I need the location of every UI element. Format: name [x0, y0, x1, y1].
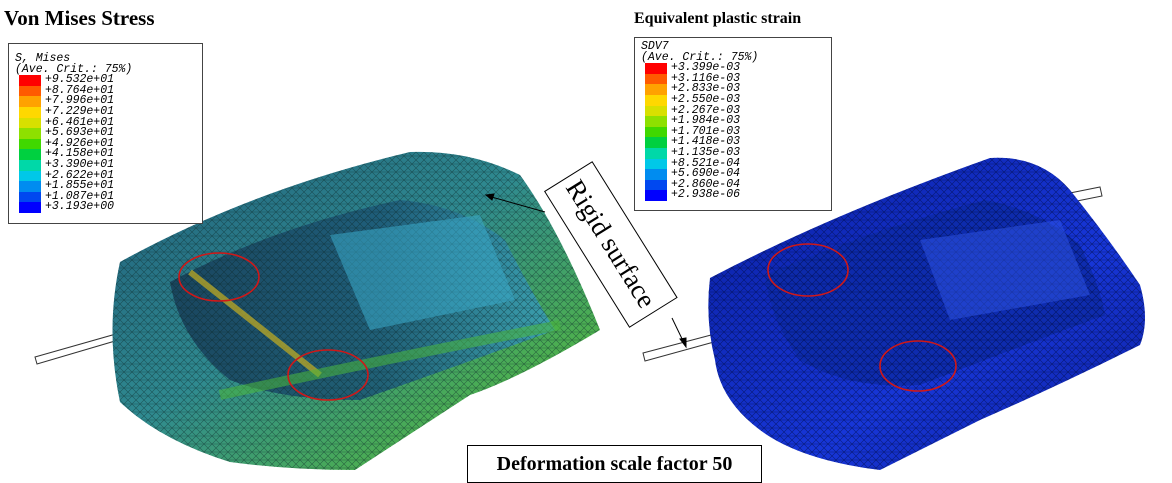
legend-swatch: [645, 137, 667, 148]
legend-rows: +9.532e+01 +8.764e+01 +7.996e+01 +7.229e+01…: [9, 73, 202, 214]
callout-box: [544, 161, 678, 328]
legend-entry: +5.693e+01: [9, 126, 202, 140]
legend-swatch: [645, 126, 667, 138]
legend-swatch: [645, 158, 667, 170]
legend-value: +1.701e-03: [671, 124, 741, 138]
legend-swatch: [19, 117, 41, 129]
legend-swatch: [645, 190, 667, 201]
legend-value: +6.461e+01: [45, 115, 115, 129]
legend-entry: +3.116e-03: [635, 71, 831, 85]
legend-value: +2.267e-03: [671, 103, 741, 117]
deformation-scale-label: Deformation scale factor 50: [467, 445, 762, 483]
legend-entry: +2.550e-03: [635, 92, 831, 106]
legend-value: +1.418e-03: [671, 135, 741, 149]
legend-entry: +1.855e+01: [9, 179, 202, 193]
legend-rows: +3.399e-03 +3.116e-03 +2.833e-03 +2.550e-03…: [635, 61, 831, 202]
legend-swatch: [645, 179, 667, 191]
legend-swatch: [645, 84, 667, 95]
legend-entry: +9.532e+01: [9, 73, 202, 87]
legend-value: +1.855e+01: [45, 179, 115, 193]
highlight-circle: [879, 340, 957, 392]
legend-entry: +5.690e-04: [635, 167, 831, 181]
legend-swatch: [645, 169, 667, 180]
legend-value: +2.938e-06: [671, 188, 741, 202]
legend-swatch: [645, 116, 667, 127]
legend-entry: +1.135e-03: [635, 145, 831, 159]
legend-value: +1.087e+01: [45, 189, 115, 203]
legend-value: +4.158e+01: [45, 147, 115, 161]
highlight-circle: [178, 252, 260, 302]
legend-entry: +3.390e+01: [9, 157, 202, 171]
legend-entry: +7.229e+01: [9, 104, 202, 118]
legend-left: S, Mises (Ave. Crit.: 75%) +9.532e+01 +8.…: [8, 43, 203, 224]
legend-entry: +8.521e-04: [635, 156, 831, 170]
legend-entry: +2.938e-06: [635, 188, 831, 202]
legend-swatch: [645, 94, 667, 106]
legend-value: +3.116e-03: [671, 71, 741, 85]
legend-value: +2.833e-03: [671, 82, 741, 96]
legend-swatch: [645, 73, 667, 85]
legend-swatch: [645, 63, 667, 74]
legend-swatch: [19, 159, 41, 171]
legend-swatch: [19, 85, 41, 97]
legend-entry: +3.193e+00: [9, 200, 202, 214]
legend-swatch: [645, 105, 667, 117]
legend-entry: +7.996e+01: [9, 94, 202, 108]
strain-model-right: [708, 157, 1145, 470]
legend-value: +7.229e+01: [45, 104, 115, 118]
legend-value: +3.390e+01: [45, 157, 115, 171]
legend-entry: +2.622e+01: [9, 168, 202, 182]
legend-swatch: [19, 106, 41, 118]
stress-model-left: [112, 151, 600, 470]
legend-swatch: [19, 191, 41, 203]
legend-entry: +1.984e-03: [635, 114, 831, 128]
legend-entry: +1.701e-03: [635, 124, 831, 138]
legend-swatch: [19, 128, 41, 139]
right-title: Equivalent plastic strain: [634, 10, 802, 27]
legend-entry: +3.399e-03: [635, 61, 831, 75]
left-title: Von Mises Stress: [4, 6, 155, 30]
legend-value: +4.926e+01: [45, 136, 115, 150]
legend-entry: +8.764e+01: [9, 83, 202, 97]
legend-value: +9.532e+01: [45, 73, 115, 87]
legend-value: +1.135e-03: [671, 145, 741, 159]
legend-variable: SDV7: [641, 40, 669, 53]
legend-swatch: [19, 138, 41, 150]
legend-swatch: [19, 149, 41, 160]
legend-averaging: (Ave. Crit.: 75%): [641, 50, 759, 64]
callout-arrows: [484, 193, 687, 349]
legend-value: +8.521e-04: [671, 156, 741, 170]
legend-entry: +1.087e+01: [9, 189, 202, 203]
highlight-circle: [767, 243, 849, 297]
legend-value: +2.550e-03: [671, 92, 741, 106]
legend-value: +7.996e+01: [45, 94, 115, 108]
legend-swatch: [19, 170, 41, 182]
legend-entry: +6.461e+01: [9, 115, 202, 129]
legend-value: +5.693e+01: [45, 126, 115, 140]
legend-value: +8.764e+01: [45, 83, 115, 97]
legend-swatch: [19, 96, 41, 107]
legend-entry: +4.158e+01: [9, 147, 202, 161]
legend-entry: +4.926e+01: [9, 136, 202, 150]
legend-entry: +2.860e-04: [635, 177, 831, 191]
legend-value: +5.690e-04: [671, 167, 741, 181]
legend-entry: +1.418e-03: [635, 135, 831, 149]
legend-swatch: [19, 202, 41, 213]
legend-swatch: [19, 75, 41, 86]
legend-value: +1.984e-03: [671, 114, 741, 128]
legend-value: +3.193e+00: [45, 200, 115, 214]
legend-variable: S, Mises: [15, 52, 71, 65]
highlight-circle: [287, 349, 369, 401]
legend-value: +2.622e+01: [45, 168, 115, 182]
legend-entry: +2.267e-03: [635, 103, 831, 117]
legend-value: +2.860e-04: [671, 177, 741, 191]
legend-swatch: [19, 181, 41, 192]
legend-right: SDV7 (Ave. Crit.: 75%) +3.399e-03 +3.116e…: [634, 37, 832, 211]
legend-averaging: (Ave. Crit.: 75%): [15, 62, 133, 76]
legend-swatch: [645, 147, 667, 159]
legend-entry: +2.833e-03: [635, 82, 831, 96]
legend-value: +3.399e-03: [671, 61, 741, 75]
